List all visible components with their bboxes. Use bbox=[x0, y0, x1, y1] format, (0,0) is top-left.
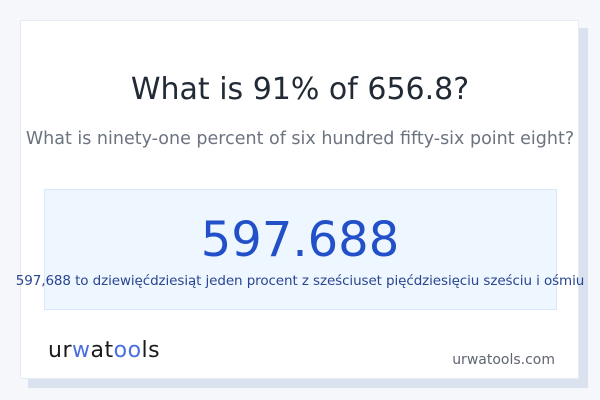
page-title: What is 91% of 656.8? bbox=[130, 72, 470, 107]
page-subtitle: What is ninety-one percent of six hundre… bbox=[25, 129, 575, 149]
logo-part: at bbox=[90, 338, 114, 363]
logo-part: ls bbox=[141, 338, 161, 363]
result-words: 597,688 to dziewięćdziesiąt jeden procen… bbox=[15, 273, 585, 289]
logo-part: w bbox=[72, 338, 91, 363]
urwatools-logo: urwatools bbox=[48, 338, 160, 363]
logo-part: oo bbox=[113, 338, 142, 363]
result-box bbox=[44, 189, 557, 310]
logo-part: ur bbox=[48, 338, 72, 363]
result-value: 597.688 bbox=[200, 212, 400, 268]
footer-domain: urwatools.com bbox=[452, 352, 555, 368]
